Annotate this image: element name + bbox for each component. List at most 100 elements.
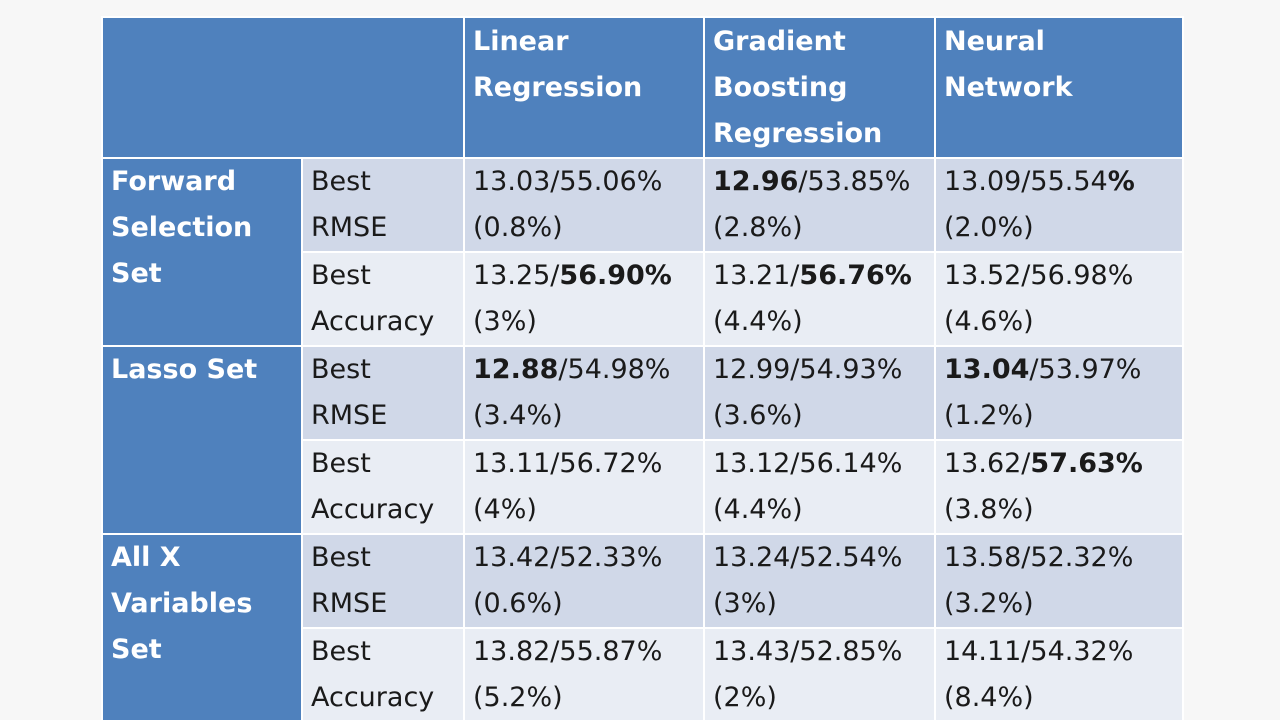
rmse-accuracy-value: 13.82/55.87% [473,629,703,675]
value-separator: / [550,166,560,197]
accuracy-value: 56.90% [559,260,672,291]
rmse-value: 13.09 [944,166,1022,197]
table-body: Forward Selection Set Best RMSE 13.03/55.06%(… [101,157,1184,720]
change-value: (0.8%) [473,212,563,243]
value-separator: / [550,542,560,573]
rmse-accuracy-value: 13.58/52.32% [944,535,1182,581]
result-cell-linear-regression: 13.03/55.06% (0.8%) [463,157,705,253]
change-value: (5.2%) [473,682,563,713]
value-separator: / [1021,448,1031,479]
result-cell-linear-regression: 13.82/55.87% (5.2%) [463,627,705,720]
change-value: (8.4%) [944,682,1034,713]
accuracy-value: 55.54 [1030,166,1108,197]
rmse-accuracy-value: 13.21/56.76% [713,253,934,299]
row-group-label: All X Variables Set [101,533,303,720]
rmse-value: 13.04 [944,354,1030,385]
rmse-accuracy-value: 14.11/54.32% [944,629,1182,675]
accuracy-value: 54.93% [799,354,903,385]
change-value: (4.6%) [944,306,1034,337]
value-separator: / [1021,260,1031,291]
value-separator: / [1029,354,1039,385]
rmse-value: 13.24 [713,542,791,573]
row-group-label-line: Set [111,258,162,289]
rmse-accuracy-value: 13.24/52.54% [713,535,934,581]
accuracy-value: 56.76% [799,260,912,291]
header-corner-cell [101,16,465,159]
accuracy-value: 52.33% [559,542,663,573]
column-header-gradient-boosting-regression: Gradient Boosting Regression [703,16,936,159]
rmse-accuracy-value: 13.25/56.90% [473,253,703,299]
row-group-label-line: Lasso Set [111,354,258,385]
rmse-value: 13.11 [473,448,551,479]
accuracy-value: 53.85% [807,166,911,197]
row-group-label-line: Set [111,634,162,665]
change-value: (3.4%) [473,400,563,431]
result-cell-linear-regression: 12.88/54.98% (3.4%) [463,345,705,441]
table-row: Best Accuracy 13.11/56.72% (4%) 13.12/56.14%… [102,439,1184,535]
rmse-value: 13.21 [713,260,791,291]
accuracy-value: 56.72% [559,448,663,479]
accuracy-value: 55.06% [559,166,663,197]
accuracy-value: 52.54% [799,542,903,573]
column-header-neural-network: Neural Network [934,16,1184,159]
result-cell-gradient-boosting: 12.99/54.93% (3.6%) [703,345,936,441]
column-header-linear-regression: Linear Regression [463,16,705,159]
row-group-label: Forward Selection Set [101,157,303,347]
table-row: Best Accuracy 13.82/55.87% (5.2%) 13.43/52.8… [102,627,1184,720]
metric-label-line: RMSE [311,400,388,431]
rmse-value: 13.12 [713,448,791,479]
result-cell-gradient-boosting: 13.12/56.14% (4.4%) [703,439,936,535]
change-value: (2.0%) [944,212,1034,243]
result-cell-linear-regression: 13.11/56.72% (4%) [463,439,705,535]
metric-label-line: Best [311,542,371,573]
value-separator: / [550,260,560,291]
result-cell-neural-network: 13.52/56.98% (4.6%) [934,251,1184,347]
accuracy-value: 52.85% [799,636,903,667]
metric-label-line: Accuracy [311,494,435,525]
rmse-value: 13.42 [473,542,551,573]
accuracy-value: 52.32% [1030,542,1134,573]
accuracy-value: 55.87% [559,636,663,667]
accuracy-value: 54.32% [1030,636,1134,667]
change-value: (3.2%) [944,588,1034,619]
rmse-value: 13.03 [473,166,551,197]
change-value: (2.8%) [713,212,803,243]
metric-label-line: Best [311,166,371,197]
rmse-accuracy-value: 12.99/54.93% [713,347,934,393]
result-cell-linear-regression: 13.25/56.90% (3%) [463,251,705,347]
rmse-accuracy-value: 13.04/53.97% [944,347,1182,393]
result-cell-gradient-boosting: 12.96/53.85% (2.8%) [703,157,936,253]
rmse-value: 13.58 [944,542,1022,573]
value-separator: / [790,354,800,385]
metric-label-line: Best [311,354,371,385]
accuracy-value: 56.14% [799,448,903,479]
metric-label: Best RMSE [301,345,465,441]
accuracy-percent-sign: % [1107,166,1135,197]
table-row: Forward Selection Set Best RMSE 13.03/55.06%(… [101,157,1184,347]
change-value: (3%) [713,588,777,619]
change-value: (1.2%) [944,400,1034,431]
value-separator: / [550,636,560,667]
result-cell-neural-network: 13.09/55.54% (2.0%) [934,157,1184,253]
change-value: (3.8%) [944,494,1034,525]
rmse-accuracy-value: 13.03/55.06% [473,159,703,205]
table-row: All X Variables Set Best RMSE 13.42/52.33% (0.… [101,533,1184,720]
rmse-accuracy-value: 13.42/52.33% [473,535,703,581]
rmse-value: 13.25 [473,260,551,291]
value-separator: / [790,542,800,573]
row-group-label-line: Variables [111,588,253,619]
change-value: (4.4%) [713,306,803,337]
row-group-label-line: Forward [111,166,237,197]
metric-label-line: RMSE [311,588,388,619]
result-cell-linear-regression: 13.42/52.33% (0.6%) [463,533,705,629]
rmse-value: 13.43 [713,636,791,667]
results-table: Linear Regression Gradient Boosting Regr… [101,16,1184,720]
rmse-accuracy-value: 13.62/57.63% [944,441,1182,487]
value-separator: / [558,354,568,385]
table-header: Linear Regression Gradient Boosting Regr… [101,16,1184,159]
result-cell-gradient-boosting: 13.43/52.85% (2%) [703,627,936,720]
accuracy-value: 57.63% [1030,448,1143,479]
change-value: (2%) [713,682,777,713]
metric-label-line: Best [311,448,371,479]
